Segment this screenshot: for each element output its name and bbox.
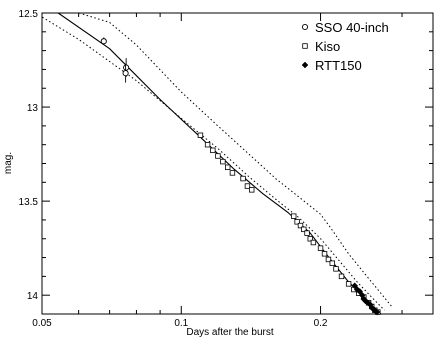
y-axis-label: mag. [3,152,14,174]
x-tick-label: 0.2 [314,318,328,329]
series-rtt150 [351,282,381,316]
data-point [123,64,130,71]
legend-item-rtt150: RTT150 [301,58,362,73]
data-point [100,38,107,45]
x-axis: 0.05 0.1 0.2 [32,13,403,329]
data-point [249,187,255,193]
data-point [307,236,313,242]
data-point [345,281,352,287]
y-tick-label: 13 [27,103,39,114]
data-point [291,213,297,219]
y-tick-label: 13.5 [19,197,39,208]
data-point [333,266,339,272]
data-point [210,147,216,154]
data-point [294,219,300,225]
legend-marker [302,43,308,49]
data-point [229,170,236,176]
data-point [225,164,231,170]
fit-line [57,13,382,314]
data-point [204,141,211,148]
legend-item-sso-40-inch: SSO 40-inch [301,20,389,35]
y-axis: 12.5 13 13.5 14 [19,9,433,315]
data-point [301,226,307,233]
x-tick-label: 0.1 [174,318,188,329]
data-point [329,260,335,266]
data-point [297,222,304,229]
legend-marker [301,61,309,69]
legend-label: RTT150 [315,58,362,73]
data-point [321,251,328,257]
data-point [373,308,381,316]
data-points [100,37,381,316]
series-sso-40-inch [100,37,130,83]
legend: SSO 40-inch Kiso RTT150 [301,20,389,73]
y-tick-label: 12.5 [19,9,39,20]
data-point [244,183,251,189]
legend-label: SSO 40-inch [315,20,389,35]
y-tick-label: 14 [27,291,39,302]
data-point [197,132,204,138]
legend-label: Kiso [315,39,340,54]
x-axis-label: Days after the burst [186,327,273,338]
legend-marker [301,23,309,31]
data-point [310,239,317,246]
data-point [240,175,246,182]
lower-bound-line [78,13,393,307]
data-point [338,273,345,280]
upper-bound-line [42,16,385,311]
data-point [317,245,324,251]
x-tick-label: 0.05 [32,318,52,329]
curves [42,13,393,314]
data-point [304,230,310,236]
data-point [220,158,226,165]
data-point [215,153,221,159]
plot-frame [41,12,434,315]
legend-item-kiso: Kiso [302,39,340,54]
data-point [122,70,129,77]
data-point [325,256,332,263]
